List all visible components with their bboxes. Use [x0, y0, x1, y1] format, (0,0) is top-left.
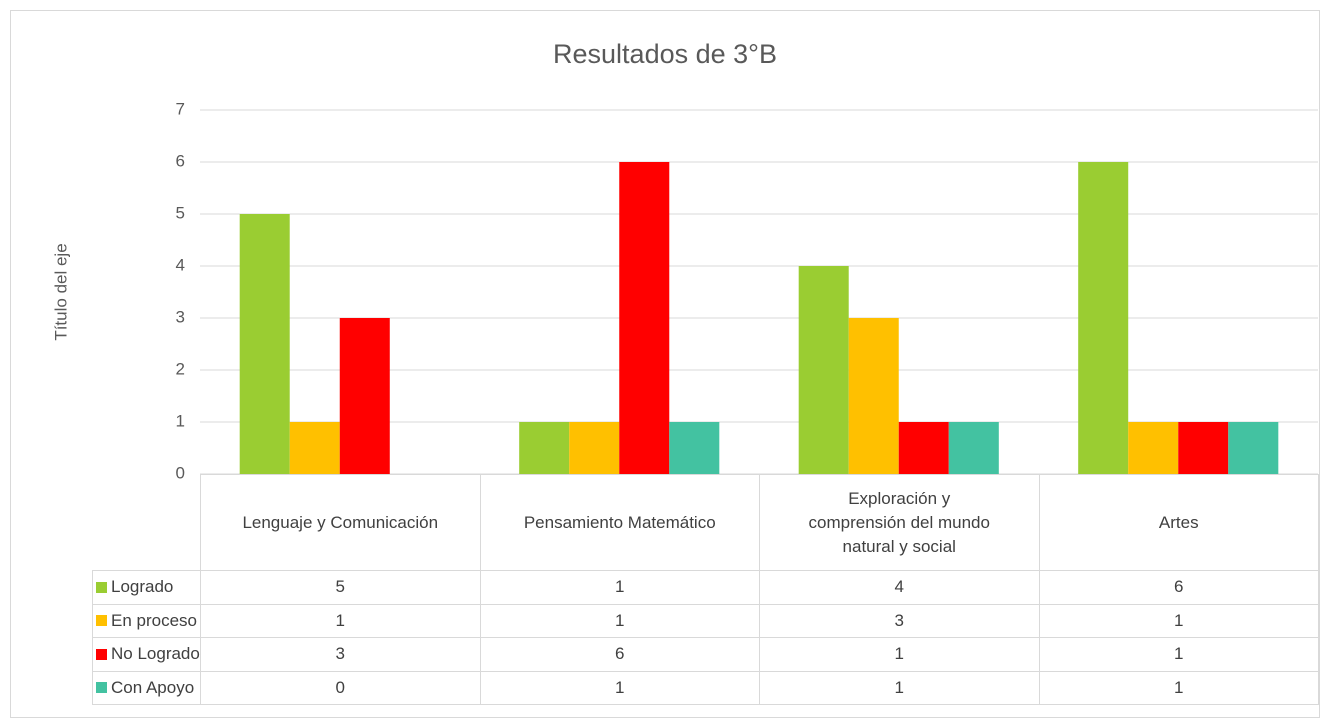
- y-tick-label: 1: [176, 411, 185, 430]
- data-label: 1: [1174, 677, 1184, 697]
- legend-cell: Logrado: [92, 570, 201, 605]
- y-tick-label: 3: [176, 307, 185, 326]
- x-tick-label: Lenguaje y Comunicación: [242, 512, 439, 532]
- bar: [289, 422, 340, 474]
- x-tick-label: Exploración y comprensión del mundo natu…: [808, 488, 990, 556]
- legend-label: En proceso: [111, 610, 197, 630]
- table-value-cell: 4: [759, 570, 1040, 605]
- data-label: 1: [615, 677, 625, 697]
- table-header-cell: Lenguaje y Comunicación: [200, 474, 481, 571]
- legend-key: [96, 581, 107, 593]
- y-tick-label: 5: [176, 203, 185, 222]
- data-label: 6: [615, 644, 625, 664]
- y-tick-label: 0: [176, 463, 185, 482]
- table-value-cell: 1: [1038, 603, 1319, 638]
- y-tick-label: 4: [176, 255, 185, 274]
- table-value-cell: 6: [479, 637, 760, 672]
- table-value-cell: 3: [759, 603, 1040, 638]
- legend-label: Logrado: [111, 577, 174, 597]
- legend-label: No Logrado: [111, 644, 200, 664]
- bar: [948, 422, 999, 474]
- bar: [519, 422, 570, 474]
- table-header-cell: Exploración y comprensión del mundo natu…: [759, 474, 1040, 571]
- table-header-cell: Artes: [1038, 474, 1319, 571]
- legend-key: [96, 615, 107, 627]
- y-axis-title: Título del eje: [51, 243, 70, 340]
- table-header-cell: Pensamiento Matemático: [479, 474, 760, 571]
- data-label: 1: [615, 577, 625, 597]
- data-label: 1: [615, 610, 625, 630]
- data-label: 1: [1174, 610, 1184, 630]
- legend-cell: No Logrado: [92, 637, 201, 672]
- data-label: 1: [335, 610, 345, 630]
- data-label: 1: [1174, 644, 1184, 664]
- data-label: 3: [335, 644, 345, 664]
- table-value-cell: 1: [1038, 670, 1319, 705]
- y-tick-label: 6: [176, 151, 185, 170]
- table-value-cell: 1: [479, 570, 760, 605]
- bar: [1078, 162, 1129, 474]
- data-label: 3: [894, 610, 904, 630]
- bar: [239, 214, 290, 474]
- table-value-cell: 3: [200, 637, 481, 672]
- bar: [898, 422, 949, 474]
- table-value-cell: 1: [479, 603, 760, 638]
- legend-label: Con Apoyo: [111, 677, 195, 697]
- legend-key: [96, 648, 107, 660]
- chart-title: Resultados de 3°B: [553, 39, 777, 69]
- table-value-cell: 1: [759, 670, 1040, 705]
- y-tick-label: 7: [176, 99, 185, 118]
- data-label: 4: [894, 577, 904, 597]
- table-value-cell: 6: [1038, 570, 1319, 605]
- data-label: 1: [894, 644, 904, 664]
- data-label: 1: [894, 677, 904, 697]
- x-tick-label: Pensamiento Matemático: [523, 512, 716, 532]
- x-tick-label: Artes: [1158, 512, 1199, 532]
- bar: [1228, 422, 1279, 474]
- legend-key: [96, 682, 107, 694]
- bar: [1178, 422, 1229, 474]
- legend-cell: En proceso: [92, 603, 201, 638]
- data-label: 0: [335, 677, 345, 697]
- bar: [619, 162, 670, 474]
- table-value-cell: 1: [200, 603, 481, 638]
- table-value-cell: 1: [1038, 637, 1319, 672]
- table-value-cell: 1: [479, 670, 760, 705]
- bar: [669, 422, 720, 474]
- data-label: 5: [335, 577, 345, 597]
- data-label: 6: [1174, 577, 1184, 597]
- table-value-cell: 1: [759, 637, 1040, 672]
- bar: [569, 422, 620, 474]
- table-value-cell: 5: [200, 570, 481, 605]
- table-value-cell: 0: [200, 670, 481, 705]
- bar: [848, 318, 899, 474]
- y-tick-label: 2: [176, 359, 185, 378]
- legend-cell: Con Apoyo: [92, 670, 201, 705]
- bar: [798, 266, 849, 474]
- bar: [1128, 422, 1179, 474]
- bar: [339, 318, 390, 474]
